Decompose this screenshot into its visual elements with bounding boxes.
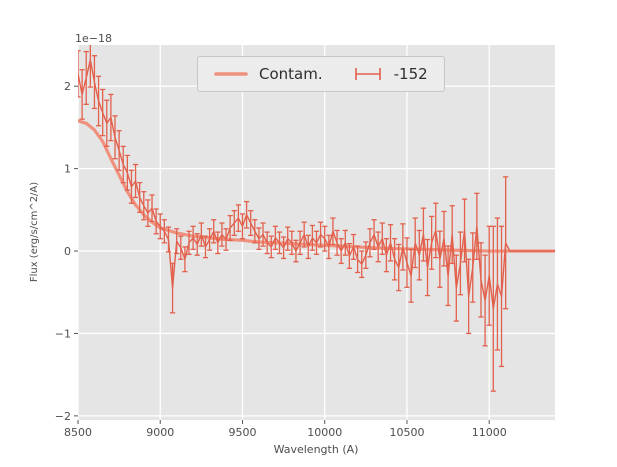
legend-item-contam: Contam. [214,65,323,83]
legend: Contam. -152 [197,56,445,92]
svg-text:0: 0 [64,245,71,258]
plot-background [77,45,555,420]
svg-text:11000: 11000 [472,426,507,439]
svg-text:−2: −2 [55,410,71,423]
data-layer [78,45,555,392]
x-axis-label: Wavelength (A) [274,443,359,456]
y-axis-label: Flux (erg/s/cm^2/A) [29,182,40,282]
legend-item-152: -152 [353,65,428,83]
y-axis-offset-text: 1e−18 [75,32,112,45]
svg-text:9000: 9000 [146,426,174,439]
svg-text:10500: 10500 [389,426,424,439]
legend-label-contam: Contam. [259,65,323,83]
legend-label-152: -152 [393,65,428,83]
svg-text:−1: −1 [55,327,71,340]
errorbar-key-icon [354,68,381,80]
svg-text:1: 1 [64,163,71,176]
axis-ticks: 8500 9000 9500 10000 10500 11000 −2 −1 0 1 2 [55,80,507,439]
svg-text:9500: 9500 [228,426,256,439]
svg-text:2: 2 [64,80,71,93]
svg-text:8500: 8500 [64,426,92,439]
svg-text:10000: 10000 [307,426,342,439]
contam-line-key [214,72,248,76]
